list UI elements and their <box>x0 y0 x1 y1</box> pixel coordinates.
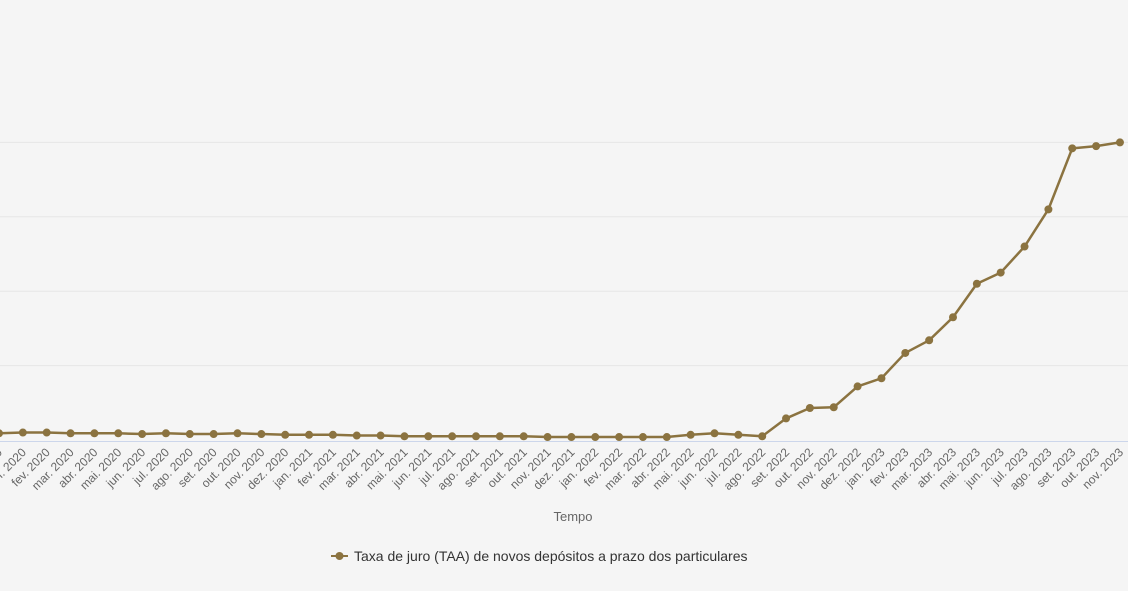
data-point[interactable] <box>42 428 51 437</box>
data-point[interactable] <box>877 374 886 383</box>
data-point[interactable] <box>782 414 791 423</box>
data-point[interactable] <box>805 404 814 413</box>
data-point[interactable] <box>424 432 433 441</box>
data-point[interactable] <box>257 430 266 439</box>
data-point[interactable] <box>996 268 1005 277</box>
data-point[interactable] <box>281 430 290 439</box>
data-point[interactable] <box>591 433 600 442</box>
data-point[interactable] <box>710 429 719 438</box>
data-point[interactable] <box>114 429 123 438</box>
data-point[interactable] <box>1115 138 1124 147</box>
data-point[interactable] <box>18 428 27 437</box>
data-point[interactable] <box>138 430 147 439</box>
legend-label: Taxa de juro (TAA) de novos depósitos a … <box>354 548 748 564</box>
data-point[interactable] <box>1092 142 1101 151</box>
data-point[interactable] <box>615 433 624 442</box>
data-point[interactable] <box>161 429 170 438</box>
data-point[interactable] <box>925 336 934 345</box>
data-point[interactable] <box>567 433 576 442</box>
data-point[interactable] <box>376 431 385 440</box>
data-point[interactable] <box>638 433 647 442</box>
x-axis-title: Tempo <box>553 509 592 524</box>
data-point[interactable] <box>495 432 504 441</box>
data-point[interactable] <box>352 431 361 440</box>
data-point[interactable] <box>1020 242 1029 251</box>
data-point[interactable] <box>448 432 457 441</box>
data-point[interactable] <box>90 429 99 438</box>
data-point[interactable] <box>901 348 910 357</box>
data-point[interactable] <box>328 430 337 439</box>
data-point[interactable] <box>686 430 695 439</box>
data-point[interactable] <box>829 403 838 412</box>
data-point[interactable] <box>1044 205 1053 214</box>
data-point[interactable] <box>472 432 480 441</box>
data-point[interactable] <box>305 430 314 439</box>
data-point[interactable] <box>758 432 767 441</box>
data-point[interactable] <box>185 430 194 439</box>
data-point[interactable] <box>0 429 3 438</box>
data-point[interactable] <box>1068 144 1077 153</box>
data-point[interactable] <box>233 429 242 438</box>
data-point[interactable] <box>949 313 957 322</box>
legend[interactable]: Taxa de juro (TAA) de novos depósitos a … <box>331 548 748 564</box>
data-point[interactable] <box>209 430 218 439</box>
legend-point-marker <box>335 552 344 560</box>
data-point[interactable] <box>662 433 671 442</box>
gridlines <box>0 141 1128 442</box>
data-point[interactable] <box>400 432 409 441</box>
data-point[interactable] <box>66 429 75 438</box>
series-layer <box>0 138 1124 442</box>
series-line <box>0 141 1121 439</box>
data-point[interactable] <box>972 279 981 288</box>
data-point[interactable] <box>853 382 862 391</box>
data-point[interactable] <box>519 432 528 441</box>
data-point[interactable] <box>734 430 743 439</box>
data-point[interactable] <box>543 433 552 442</box>
